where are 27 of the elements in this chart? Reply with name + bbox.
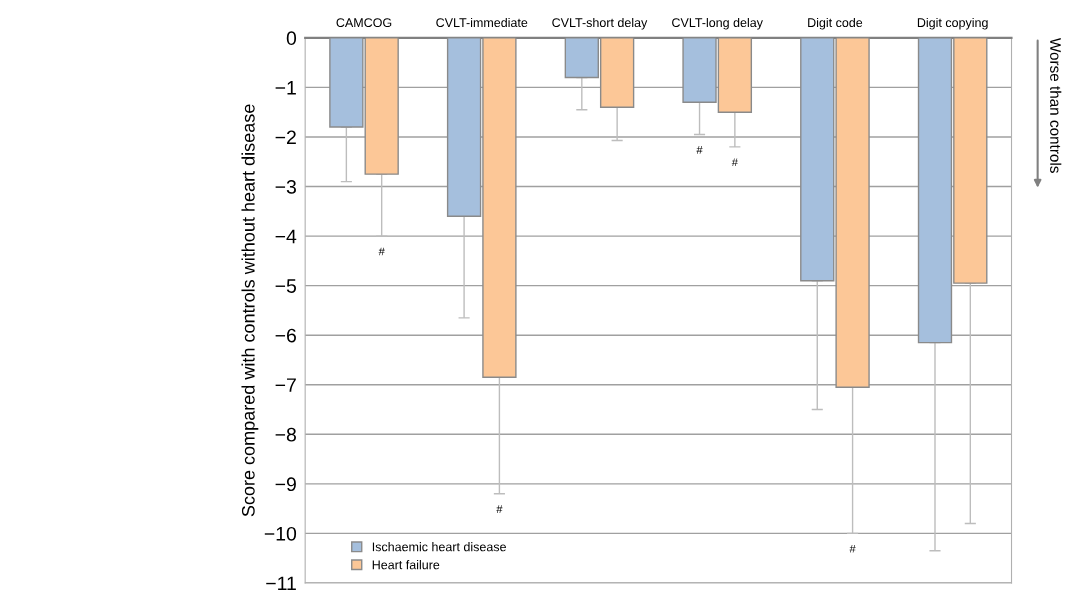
x-tick-label: Digit copying: [917, 17, 988, 30]
y-tick-label: −1: [275, 81, 296, 95]
y-tick-label: −5: [275, 279, 297, 293]
y-tick-label: −6: [275, 328, 296, 343]
annotation: #: [849, 544, 856, 553]
x-tick-label: CAMCOG: [336, 18, 392, 28]
x-tick-label: CVLT-short delay: [552, 17, 648, 30]
y-tick-label: 0: [286, 31, 297, 46]
annotation: #: [731, 158, 738, 167]
y-tick-label: −8: [275, 427, 296, 442]
annotation: #: [696, 146, 703, 154]
annotation: #: [378, 247, 385, 256]
y-tick-label: −11: [266, 576, 296, 591]
x-tick-label: CVLT-immediate: [436, 17, 528, 28]
y-tick-label: −9: [275, 477, 296, 492]
y-tick-label: −3: [275, 180, 296, 194]
y-tick-label: −4: [275, 229, 297, 244]
text: Worse than controls: [1050, 37, 1062, 173]
x-tick-label: CVLT-long delay: [672, 17, 763, 30]
legend-label: Heart failure: [372, 560, 440, 570]
y-axis-title: Score compared with controls without heart disease: [241, 104, 259, 517]
legend-label: Ischaemic heart disease: [372, 542, 506, 552]
y-tick-label: −10: [264, 526, 297, 541]
x-tick-label: Digit code: [808, 17, 863, 30]
y-tick-label: −2: [275, 130, 296, 145]
annotation: #: [496, 505, 503, 513]
y-tick-label: −7: [275, 378, 296, 392]
